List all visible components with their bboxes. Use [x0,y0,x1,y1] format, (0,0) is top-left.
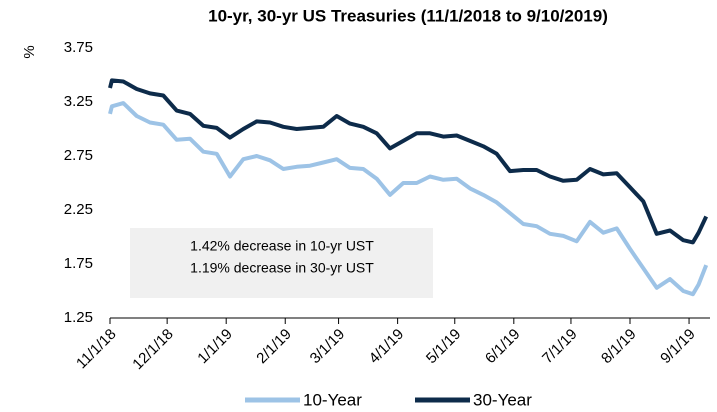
series-line [108,78,709,245]
y-tick-label: 3.25 [64,93,93,110]
x-tick-label: 7/1/19 [539,326,581,368]
x-tick-label: 8/1/19 [598,326,640,368]
y-tick-label: 2.75 [64,147,93,164]
y-tick-label: 1.75 [64,255,93,272]
series-line [108,101,709,297]
x-tick-label: 11/1/18 [73,326,120,373]
chart-title: 10-yr, 30-yr US Treasuries (11/1/2018 to… [208,6,608,25]
x-tick-label: 5/1/19 [423,326,465,368]
y-tick-label: 3.75 [64,39,93,56]
annotation-box [130,228,433,298]
x-tick-label: 1/1/19 [194,326,236,368]
x-tick-label: 6/1/19 [482,326,524,368]
y-tick-label: 1.25 [64,309,93,326]
legend-label: 30-Year [473,390,532,409]
x-tick-label: 9/1/19 [657,326,699,368]
annotation: 1.19% decrease in 30-yr UST [190,260,374,276]
legend-label: 10-Year [303,390,362,409]
y-axis-label: % [21,45,38,58]
x-tick-label: 12/1/18 [129,326,176,373]
y-tick-label: 2.25 [64,201,93,218]
x-tick-label: 3/1/19 [307,326,349,368]
annotation: 1.42% decrease in 10-yr UST [190,238,374,254]
x-tick-label: 4/1/19 [366,326,408,368]
x-tick-label: 2/1/19 [253,326,295,368]
